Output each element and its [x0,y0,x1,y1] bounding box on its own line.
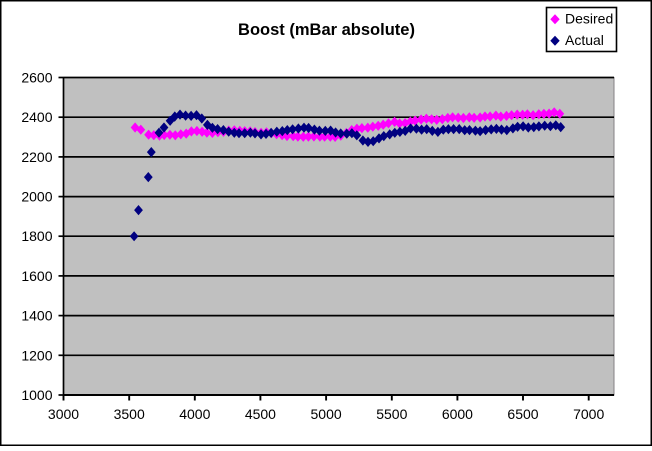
svg-text:Boost (mBar absolute): Boost (mBar absolute) [238,21,415,39]
svg-text:2000: 2000 [21,189,52,205]
svg-text:1800: 1800 [21,228,52,244]
svg-text:2400: 2400 [21,109,52,125]
svg-text:1600: 1600 [21,268,52,284]
svg-text:2200: 2200 [21,149,52,165]
svg-text:1400: 1400 [21,308,52,324]
svg-text:1000: 1000 [21,387,52,403]
svg-text:4000: 4000 [179,406,210,422]
svg-text:Actual: Actual [565,32,604,48]
svg-text:1200: 1200 [21,347,52,363]
svg-text:3500: 3500 [114,406,145,422]
svg-text:2600: 2600 [21,70,52,86]
svg-text:3000: 3000 [48,406,79,422]
svg-text:7000: 7000 [573,406,604,422]
svg-text:6000: 6000 [442,406,473,422]
svg-text:5500: 5500 [376,406,407,422]
svg-text:6500: 6500 [507,406,538,422]
svg-text:Desired: Desired [565,11,613,27]
svg-text:5000: 5000 [311,406,342,422]
svg-text:4500: 4500 [245,406,276,422]
